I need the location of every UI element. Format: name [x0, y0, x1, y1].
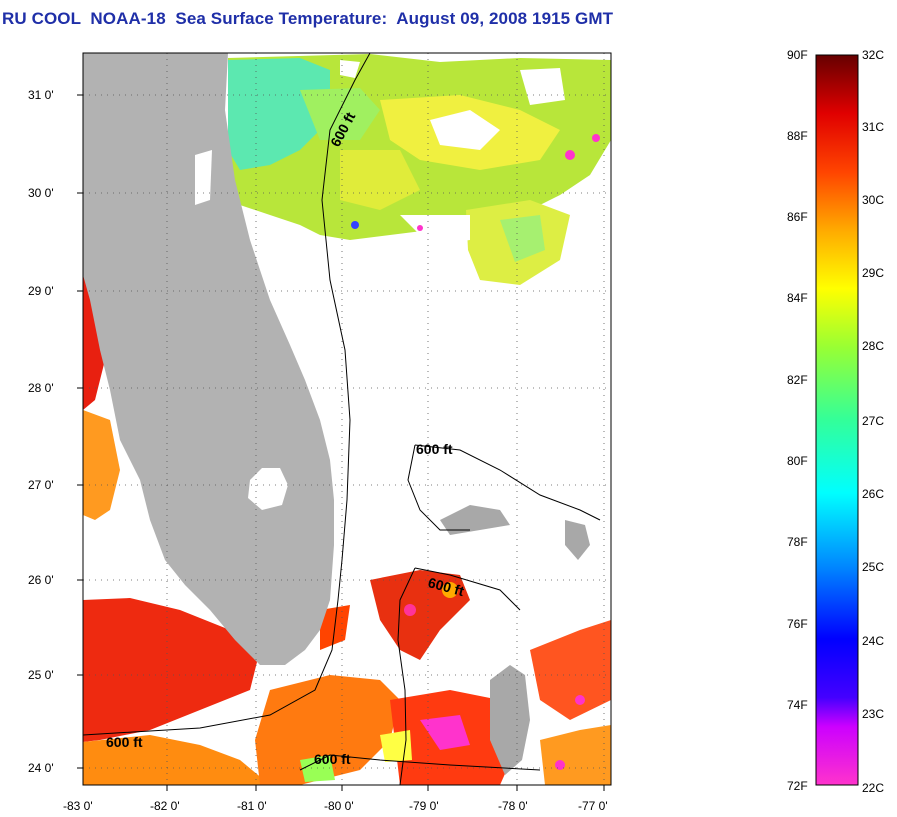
colorbar-fahrenheit-labels: 90F 88F 86F 84F 82F 80F 78F 76F 74F 72F	[787, 48, 808, 793]
lon-label: -83 0'	[63, 799, 93, 813]
lat-label: 24 0'	[28, 761, 54, 775]
longitude-labels: -83 0' -82 0' -81 0' -80 0' -79 0' -78 0…	[63, 799, 608, 813]
lat-label: 30 0'	[28, 186, 54, 200]
colorbar-c-label: 24C	[862, 634, 884, 648]
map-plot-area: 600 ft 600 ft 600 ft 600 ft 600 ft	[83, 53, 611, 785]
lon-label: -82 0'	[150, 799, 180, 813]
colorbar-c-label: 30C	[862, 193, 884, 207]
lon-label: -77 0'	[578, 799, 608, 813]
coordinate-grid	[83, 53, 611, 785]
bahamas-land	[440, 505, 510, 535]
lat-label: 26 0'	[28, 573, 54, 587]
map-title: RU COOL NOAA-18 Sea Surface Temperature:…	[2, 9, 614, 28]
axis-ticks	[77, 94, 605, 791]
colorbar-f-label: 80F	[787, 454, 808, 468]
colorbar-c-label: 27C	[862, 414, 884, 428]
lat-label: 31 0'	[28, 88, 54, 102]
colorbar-c-label: 25C	[862, 560, 884, 574]
contour-label-south: 600 ft	[314, 751, 351, 767]
sst-north-patch	[228, 54, 611, 285]
temperature-colorbar	[815, 54, 859, 786]
lon-label: -79 0'	[409, 799, 439, 813]
colorbar-f-label: 76F	[787, 617, 808, 631]
colorbar-f-label: 78F	[787, 535, 808, 549]
lon-label: -80 0'	[324, 799, 354, 813]
lat-label: 29 0'	[28, 284, 54, 298]
colorbar-f-label: 74F	[787, 698, 808, 712]
colorbar-c-label: 32C	[862, 48, 884, 62]
colorbar-f-label: 86F	[787, 210, 808, 224]
florida-landmass	[83, 53, 334, 665]
lon-label: -78 0'	[498, 799, 528, 813]
lat-label: 28 0'	[28, 381, 54, 395]
colorbar-f-label: 72F	[787, 779, 808, 793]
colorbar-f-label: 90F	[787, 48, 808, 62]
lon-label: -81 0'	[237, 799, 267, 813]
colorbar-celsius-labels: 32C 31C 30C 29C 28C 27C 26C 25C 24C 23C …	[862, 48, 884, 795]
colorbar-f-label: 84F	[787, 291, 808, 305]
contour-label-west: 600 ft	[106, 734, 143, 750]
colorbar-c-label: 29C	[862, 266, 884, 280]
latitude-labels: 31 0' 30 0' 29 0' 28 0' 27 0' 26 0' 25 0…	[28, 88, 54, 775]
colorbar-c-label: 28C	[862, 339, 884, 353]
lat-label: 27 0'	[28, 478, 54, 492]
colorbar-c-label: 22C	[862, 781, 884, 795]
colorbar-c-label: 26C	[862, 487, 884, 501]
colorbar-f-label: 82F	[787, 373, 808, 387]
abaco-land	[565, 520, 590, 560]
andros-land	[490, 665, 530, 775]
isobath-contours	[83, 53, 601, 785]
colorbar-c-label: 31C	[862, 120, 884, 134]
colorbar-c-label: 23C	[862, 707, 884, 721]
lat-label: 25 0'	[28, 668, 54, 682]
colorbar-f-label: 88F	[787, 129, 808, 143]
lake-okeechobee	[248, 468, 288, 510]
inland-no-data	[195, 150, 212, 205]
map-frame	[82, 52, 612, 786]
contour-label-bahamas: 600 ft	[416, 441, 453, 457]
